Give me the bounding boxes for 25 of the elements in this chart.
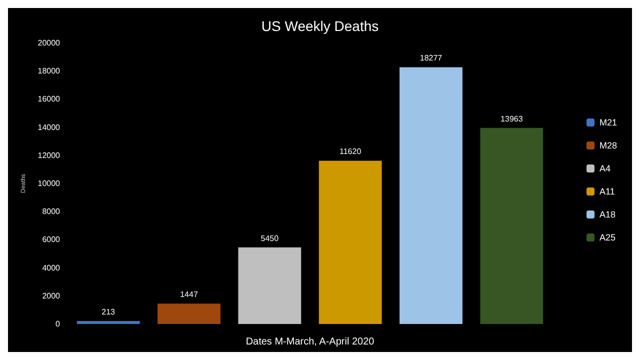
data-label: 213 [102, 308, 116, 317]
y-tick-label: 20000 [38, 38, 61, 48]
y-tick-label: 0 [56, 320, 61, 328]
data-label: 11620 [340, 147, 362, 156]
legend-label: M21 [599, 118, 618, 128]
data-label: 1447 [180, 290, 198, 300]
y-tick-label: 6000 [42, 235, 61, 244]
y-tick-label: 18000 [38, 66, 61, 76]
legend-label: A25 [599, 232, 616, 242]
x-axis-title: Dates M-March, A-April 2020 [246, 336, 375, 348]
y-tick-label: 10000 [38, 179, 61, 188]
legend-label: M28 [599, 140, 618, 150]
legend-label: A18 [599, 210, 616, 220]
legend-label: A11 [599, 186, 615, 196]
y-tick-label: 8000 [42, 207, 61, 216]
data-label: 5450 [260, 234, 280, 243]
y-tick-label: 14000 [38, 122, 61, 132]
data-label: 18277 [420, 54, 443, 63]
legend-label: A4 [599, 164, 611, 174]
chart-title: US Weekly Deaths [261, 18, 379, 34]
y-tick-label: 16000 [38, 94, 61, 104]
data-label: 13963 [500, 114, 524, 124]
y-tick-label: 4000 [42, 263, 61, 272]
y-tick-label: 12000 [38, 150, 61, 160]
y-tick-label: 2000 [42, 291, 61, 300]
